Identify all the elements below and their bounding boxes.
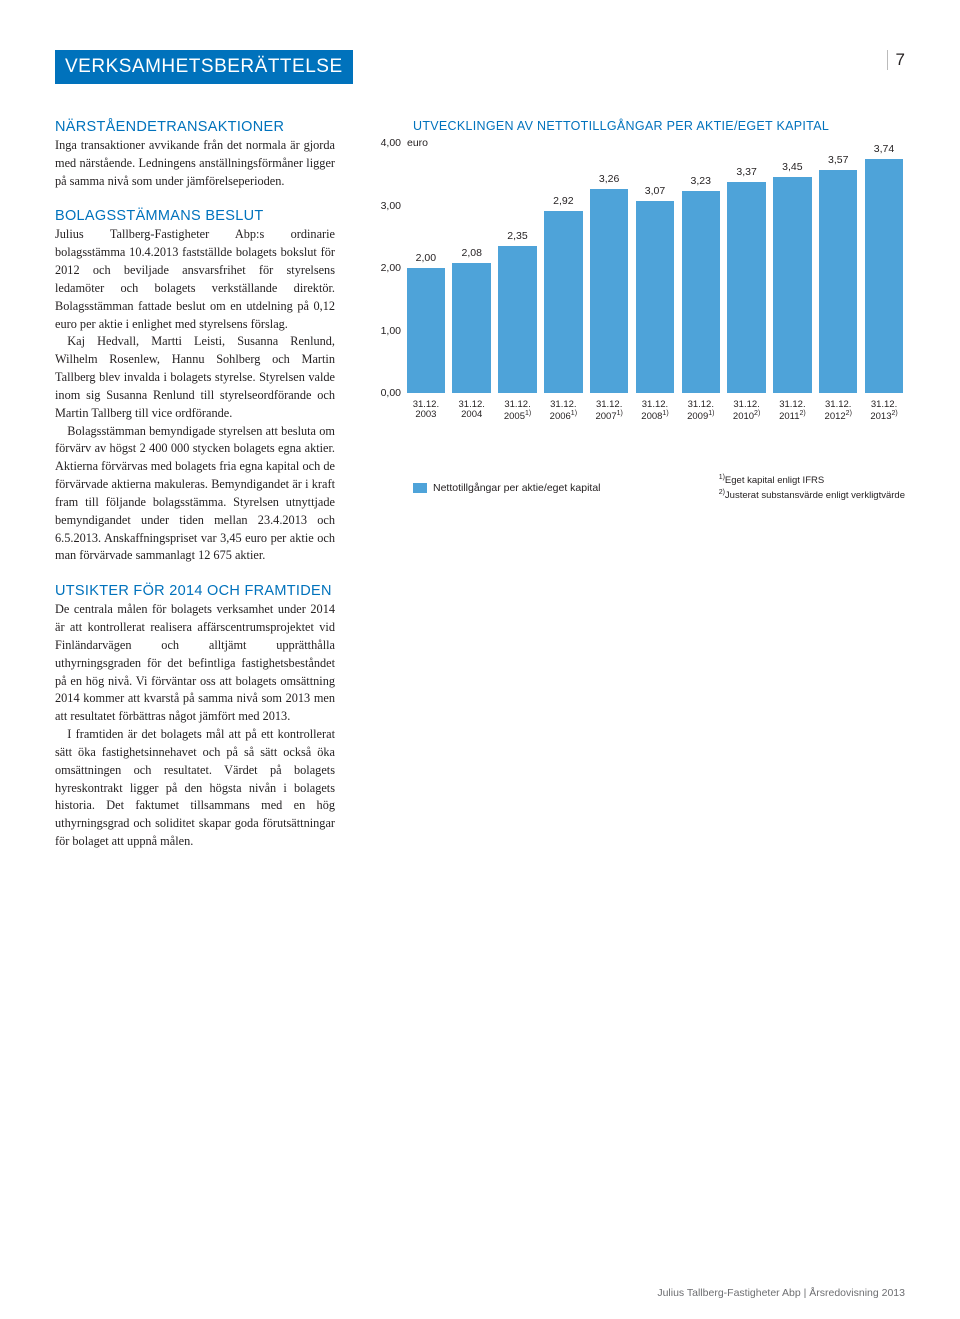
bar-value-label: 2,92	[553, 195, 573, 207]
para: De centrala målen för bolagets verksamhe…	[55, 601, 335, 726]
chart-title: UTVECKLINGEN AV NETTOTILLGÅNGAR PER AKTI…	[413, 119, 905, 133]
bar-value-label: 3,07	[645, 185, 665, 197]
chart-bar: 3,07	[636, 201, 674, 393]
heading-utsikter: UTSIKTER FÖR 2014 OCH FRAMTIDEN	[55, 583, 335, 599]
para: Kaj Hedvall, Martti Leisti, Susanna Renl…	[55, 333, 335, 422]
chart-bar: 2,00	[407, 268, 445, 393]
x-tick-label: 31.12.20112)	[772, 400, 814, 423]
chart-bar: 2,08	[452, 263, 490, 393]
x-tick-label: 31.12.2003	[405, 400, 447, 423]
heading-narstaende: NÄRSTÅENDETRANSAKTIONER	[55, 119, 335, 135]
legend-series-label: Nettotillgångar per aktie/eget kapital	[433, 482, 601, 494]
bar-value-label: 2,00	[416, 252, 436, 264]
chart-footnotes: 1)Eget kapital enligt IFRS 2)Justerat su…	[719, 473, 905, 502]
y-tick-label: 1,00	[381, 325, 401, 337]
section-beslut: BOLAGSSTÄMMANS BESLUT Julius Tallberg-Fa…	[55, 208, 335, 565]
x-tick-label: 31.12.20081)	[634, 400, 676, 423]
section-narstaende: NÄRSTÅENDETRANSAKTIONER Inga transaktion…	[55, 119, 335, 190]
x-tick-label: 31.12.20051)	[497, 400, 539, 423]
bar-value-label: 3,45	[782, 161, 802, 173]
bar-chart: euro 4,003,002,001,000,00 2,002,082,352,…	[365, 143, 905, 463]
heading-beslut: BOLAGSSTÄMMANS BESLUT	[55, 208, 335, 224]
para: Julius Tallberg-Fastigheter Abp:s ordina…	[55, 226, 335, 333]
chart-bar: 3,23	[682, 191, 720, 393]
bar-value-label: 3,57	[828, 154, 848, 166]
x-tick-label: 31.12.20132)	[863, 400, 905, 423]
page-number: 7	[887, 50, 905, 70]
legend-swatch-icon	[413, 483, 427, 493]
y-tick-label: 2,00	[381, 262, 401, 274]
bar-value-label: 3,23	[691, 175, 711, 187]
x-tick-label: 31.12.20122)	[817, 400, 859, 423]
bar-value-label: 2,08	[461, 247, 481, 259]
para: Inga transaktioner avvikande från det no…	[55, 137, 335, 190]
x-tick-label: 31.12.20091)	[680, 400, 722, 423]
chart-bar: 3,26	[590, 189, 628, 393]
chart-bar: 2,92	[544, 211, 582, 394]
para: Bolagsstämman bemyndigade styrelsen att …	[55, 423, 335, 566]
chart-bar: 2,35	[498, 246, 536, 393]
x-tick-label: 31.12.20061)	[542, 400, 584, 423]
x-tick-label: 31.12.2004	[451, 400, 493, 423]
para: I framtiden är det bolagets mål att på e…	[55, 726, 335, 851]
section-utsikter: UTSIKTER FÖR 2014 OCH FRAMTIDEN De centr…	[55, 583, 335, 851]
chart-bar: 3,57	[819, 170, 857, 393]
chart-bar: 3,45	[773, 177, 811, 393]
bar-value-label: 3,26	[599, 173, 619, 185]
bar-value-label: 3,37	[736, 166, 756, 178]
bar-value-label: 3,74	[874, 143, 894, 155]
bar-value-label: 2,35	[507, 230, 527, 242]
chart-bar: 3,37	[727, 182, 765, 393]
y-tick-label: 0,00	[381, 387, 401, 399]
y-tick-label: 3,00	[381, 200, 401, 212]
page-footer: Julius Tallberg-Fastigheter Abp | Årsred…	[657, 1287, 905, 1299]
page-section-title: VERKSAMHETSBERÄTTELSE	[55, 50, 353, 84]
x-tick-label: 31.12.20071)	[588, 400, 630, 423]
chart-bar: 3,74	[865, 159, 903, 393]
x-tick-label: 31.12.20102)	[726, 400, 768, 423]
y-tick-label: 4,00	[381, 137, 401, 149]
